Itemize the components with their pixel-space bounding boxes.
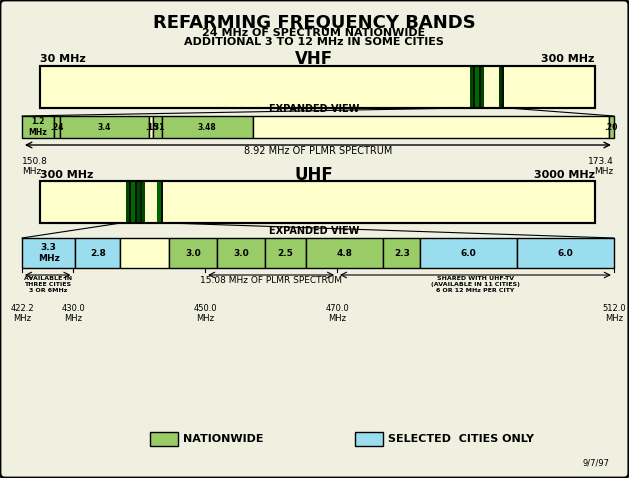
Text: 470.0
MHz: 470.0 MHz (325, 304, 349, 324)
Text: 15.08 MHz OF PLMR SPECTRUM: 15.08 MHz OF PLMR SPECTRUM (200, 276, 342, 285)
Bar (150, 116, 153, 138)
Text: 300 MHz: 300 MHz (40, 170, 93, 180)
Bar (129, 181, 131, 223)
Text: 3000 MHz: 3000 MHz (534, 170, 595, 180)
Bar (157, 181, 161, 223)
Bar (75, 238, 120, 268)
Bar (355, 432, 383, 446)
Text: EXPANDED VIEW: EXPANDED VIEW (269, 226, 359, 236)
Bar (40, 181, 595, 223)
Bar (608, 116, 614, 138)
Text: 2.5: 2.5 (278, 249, 294, 258)
Text: 422.2
MHz: 422.2 MHz (10, 304, 34, 324)
Text: 6.0: 6.0 (557, 249, 573, 258)
Text: AVAILABLE IN
THREE CITIES
3 OR 6MHz: AVAILABLE IN THREE CITIES 3 OR 6MHz (24, 276, 72, 293)
Text: 3.0: 3.0 (233, 249, 249, 258)
Text: 9/7/97: 9/7/97 (583, 459, 610, 468)
Bar (53, 116, 60, 138)
Bar (420, 238, 517, 268)
Bar (502, 66, 504, 108)
Text: 1.2
MHz: 1.2 MHz (28, 117, 47, 137)
Text: .24: .24 (50, 122, 64, 131)
Bar (150, 432, 178, 446)
Bar (120, 238, 169, 268)
Text: 3.4: 3.4 (98, 122, 111, 131)
Text: .15: .15 (145, 122, 158, 131)
Bar (253, 116, 608, 138)
Bar (137, 181, 140, 223)
Text: ADDITIONAL 3 TO 12 MHz IN SOME CITIES: ADDITIONAL 3 TO 12 MHz IN SOME CITIES (184, 37, 444, 47)
Text: REFARMING FREQUENCY BANDS: REFARMING FREQUENCY BANDS (152, 13, 476, 31)
Bar (383, 238, 420, 268)
Text: 430.0
MHz: 430.0 MHz (62, 304, 86, 324)
Text: NATIONWIDE: NATIONWIDE (183, 434, 264, 444)
Text: 150.8
MHz: 150.8 MHz (22, 157, 48, 176)
Text: EXPANDED VIEW: EXPANDED VIEW (269, 104, 359, 114)
Bar (161, 181, 163, 223)
Bar (217, 238, 265, 268)
Text: 3.0: 3.0 (185, 249, 201, 258)
Text: 24 MHz OF SPECTRUM NATIONWIDE: 24 MHz OF SPECTRUM NATIONWIDE (203, 28, 426, 38)
Text: 3.48: 3.48 (198, 122, 217, 131)
Bar (142, 181, 145, 223)
Bar (169, 238, 217, 268)
Bar (499, 66, 502, 108)
Bar (306, 238, 383, 268)
Text: SELECTED  CITIES ONLY: SELECTED CITIES ONLY (388, 434, 534, 444)
Bar (40, 66, 595, 108)
Bar (265, 238, 306, 268)
Text: 2.3: 2.3 (394, 249, 409, 258)
Text: .20: .20 (604, 122, 618, 131)
Bar (22, 238, 75, 268)
Bar (473, 66, 475, 108)
Text: 300 MHz: 300 MHz (542, 54, 595, 64)
Bar (40, 66, 595, 108)
Text: 30 MHz: 30 MHz (40, 54, 86, 64)
Text: 4.8: 4.8 (337, 249, 352, 258)
Text: 6.0: 6.0 (461, 249, 477, 258)
Bar (475, 66, 479, 108)
Text: 3.3
MHz: 3.3 MHz (38, 243, 60, 263)
Bar (517, 238, 614, 268)
Bar (470, 66, 473, 108)
Bar (40, 181, 595, 223)
Text: SHARED WITH UHF-TV
(AVAILABLE IN 11 CITIES)
6 OR 12 MHz PER CITY: SHARED WITH UHF-TV (AVAILABLE IN 11 CITI… (431, 276, 520, 293)
Bar (162, 116, 253, 138)
Text: 8.92 MHz OF PLMR SPECTRUM: 8.92 MHz OF PLMR SPECTRUM (243, 146, 392, 156)
Bar (153, 116, 162, 138)
Text: UHF: UHF (294, 166, 333, 184)
Bar (60, 116, 150, 138)
Bar (131, 181, 135, 223)
Bar (140, 181, 142, 223)
Bar (135, 181, 137, 223)
Text: VHF: VHF (295, 50, 333, 68)
Text: 450.0
MHz: 450.0 MHz (193, 304, 217, 324)
Bar (481, 66, 484, 108)
Bar (479, 66, 481, 108)
Bar (22, 116, 53, 138)
Bar (126, 181, 129, 223)
Text: 512.0
MHz: 512.0 MHz (602, 304, 626, 324)
Text: 173.4
MHz: 173.4 MHz (588, 157, 614, 176)
Text: 2.8: 2.8 (90, 249, 106, 258)
Text: .31: .31 (151, 122, 164, 131)
